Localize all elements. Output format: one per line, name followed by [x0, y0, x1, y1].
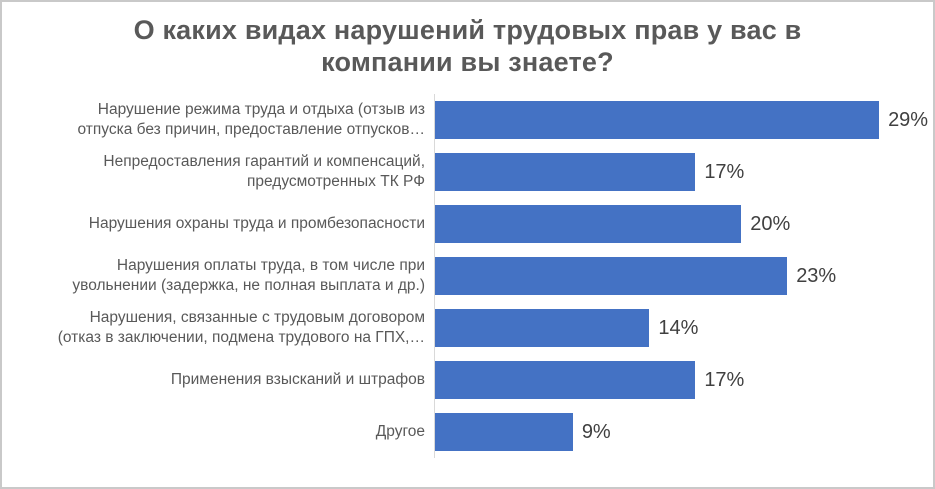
value-label: 29% — [888, 108, 929, 131]
value-label: 20% — [750, 212, 791, 235]
bar — [435, 309, 650, 348]
value-label: 23% — [796, 264, 837, 287]
value-label: 17% — [704, 368, 745, 391]
bar-row: Непредоставления гарантий и компенсаций,… — [14, 146, 925, 199]
plot-area: 14% — [434, 302, 925, 355]
category-label: Применения взысканий и штрафов — [170, 371, 425, 389]
category-label: Другое — [375, 423, 425, 441]
bar-row: Нарушения охраны труда и промбезопасност… — [14, 198, 925, 251]
category-label: Нарушения, связанные с трудовым договоро… — [57, 309, 425, 347]
chart-title: О каких видах нарушений трудовых прав у … — [133, 15, 802, 77]
category-label: Нарушения охраны труда и промбезопасност… — [88, 215, 425, 233]
bar — [435, 257, 788, 296]
value-label: 9% — [581, 420, 611, 443]
bar — [435, 205, 742, 244]
bar — [435, 413, 573, 452]
value-label: 17% — [704, 160, 745, 183]
plot-area: 20% — [434, 198, 925, 251]
plot-area: 23% — [434, 250, 925, 303]
bar-row: Нарушения оплаты труда, в том числе при у… — [14, 250, 925, 303]
value-label: 14% — [658, 316, 699, 339]
plot-area: 17% — [434, 354, 925, 407]
bar — [435, 361, 696, 400]
bar-row: Применения взысканий и штрафов 17% — [14, 354, 925, 407]
plot-area: 17% — [434, 146, 925, 199]
bar-row: Другое 9% — [14, 406, 925, 459]
plot-area: 29% — [434, 94, 929, 147]
bar-row: Нарушение режима труда и отдыха (отзыв и… — [14, 94, 929, 147]
bar — [435, 101, 880, 140]
plot-area: 9% — [434, 406, 925, 459]
bar-row: Нарушения, связанные с трудовым договоро… — [14, 302, 925, 355]
bar — [435, 153, 696, 192]
bar-chart: Нарушение режима труда и отдыха (отзыв и… — [14, 94, 929, 459]
category-label: Непредоставления гарантий и компенсаций,… — [103, 153, 425, 191]
category-label: Нарушение режима труда и отдыха (отзыв и… — [77, 101, 425, 139]
category-label: Нарушения оплаты труда, в том числе при у… — [72, 257, 425, 295]
